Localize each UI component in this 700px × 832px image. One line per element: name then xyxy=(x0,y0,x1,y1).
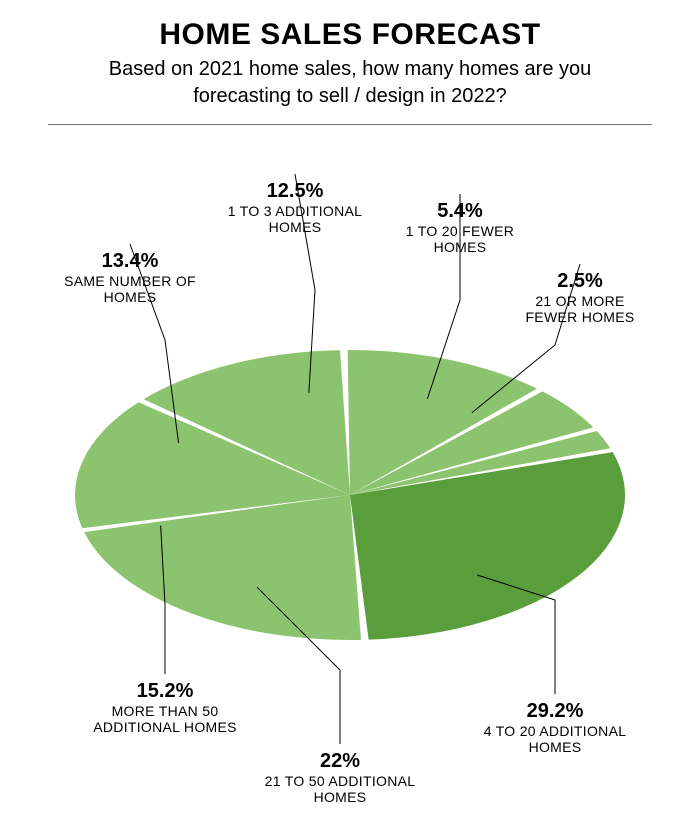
slice-label: MORE THAN 50 ADDITIONAL HOMES xyxy=(70,703,260,735)
slice-pct: 29.2% xyxy=(460,700,650,723)
slice-pct: 22% xyxy=(245,750,435,773)
slice-callout: 22%21 TO 50 ADDITIONAL HOMES xyxy=(245,750,435,805)
slice-pct: 12.5% xyxy=(200,180,390,203)
slice-callout: 5.4%1 TO 20 FEWER HOMES xyxy=(365,200,555,255)
slice-callout: 12.5%1 TO 3 ADDITIONAL HOMES xyxy=(200,180,390,235)
slice-pct: 5.4% xyxy=(365,200,555,223)
slice-label: SAME NUMBER OF HOMES xyxy=(35,273,225,305)
slice-label: 1 TO 3 ADDITIONAL HOMES xyxy=(200,203,390,235)
slice-pct: 2.5% xyxy=(485,270,675,293)
slice-pct: 15.2% xyxy=(70,680,260,703)
slice-label: 4 TO 20 ADDITIONAL HOMES xyxy=(460,723,650,755)
slice-callout: 15.2%MORE THAN 50 ADDITIONAL HOMES xyxy=(70,680,260,735)
slice-pct: 13.4% xyxy=(35,250,225,273)
slice-callout: 2.5%21 OR MORE FEWER HOMES xyxy=(485,270,675,325)
slice-callout: 13.4%SAME NUMBER OF HOMES xyxy=(35,250,225,305)
slice-label: 1 TO 20 FEWER HOMES xyxy=(365,223,555,255)
chart-container: { "header": { "title": "HOME SALES FOREC… xyxy=(0,0,700,832)
slice-label: 21 TO 50 ADDITIONAL HOMES xyxy=(245,773,435,805)
slice-callout: 29.2%4 TO 20 ADDITIONAL HOMES xyxy=(460,700,650,755)
slice-label: 21 OR MORE FEWER HOMES xyxy=(485,293,675,325)
